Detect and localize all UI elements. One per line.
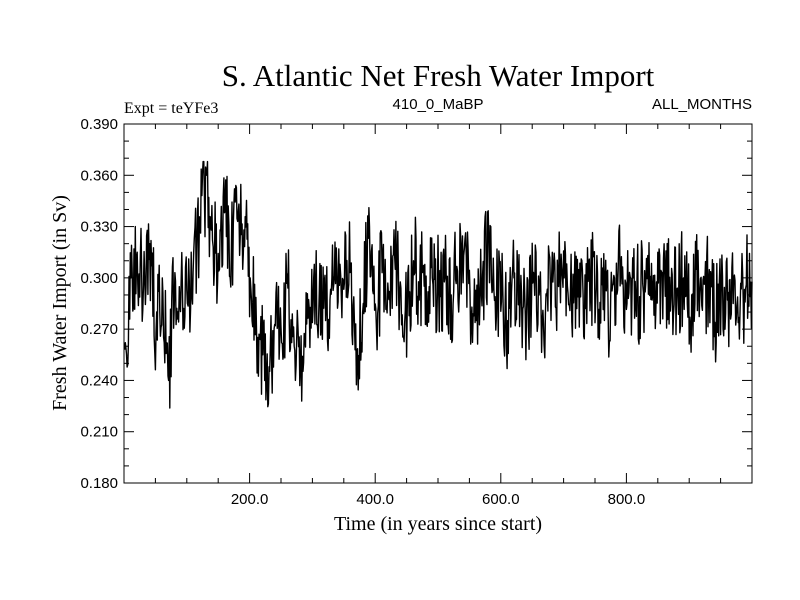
header-left-label: Expt = teYFe3 <box>124 100 218 117</box>
x-axis: 200.0 400.0 600.0 800.0 <box>154 124 722 508</box>
y-tick-label: 0.240 <box>80 372 118 389</box>
series-line <box>123 160 753 409</box>
x-tick-label: 600.0 <box>482 491 520 508</box>
y-tick-label: 0.270 <box>80 321 118 338</box>
y-tick-label: 0.180 <box>80 475 118 492</box>
chart-title: S. Atlantic Net Fresh Water Import <box>222 58 655 93</box>
y-tick-label: 0.210 <box>80 424 118 441</box>
header-right-label: ALL_MONTHS <box>652 96 752 113</box>
y-tick-label: 0.330 <box>80 219 118 236</box>
plot-frame <box>123 123 753 484</box>
y-axis: 0.180 0.210 0.240 0.270 0.300 0.330 0.360 0.390 <box>80 116 752 492</box>
x-tick-label: 400.0 <box>356 491 394 508</box>
y-tick-label: 0.390 <box>80 116 118 133</box>
x-tick-label: 200.0 <box>231 491 269 508</box>
y-tick-label: 0.360 <box>80 167 118 184</box>
x-axis-label: Time (in years since start) <box>334 513 542 535</box>
y-tick-label: 0.300 <box>80 270 118 287</box>
y-axis-label: Fresh Water Import (in Sv) <box>49 195 71 411</box>
header-center-label: 410_0_MaBP <box>393 96 484 113</box>
x-tick-label: 800.0 <box>608 491 646 508</box>
